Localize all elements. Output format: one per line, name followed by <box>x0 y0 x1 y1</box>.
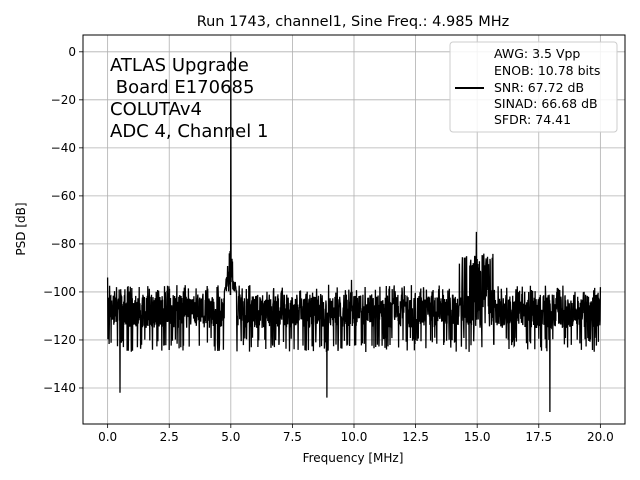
annotation-text: ATLAS Upgrade Board E170685 COLUTAv4 ADC… <box>110 55 268 142</box>
legend-line: ENOB: 10.78 bits <box>494 63 600 78</box>
x-tick-label: 12.5 <box>402 430 429 444</box>
annotation-line: ADC 4, Channel 1 <box>110 121 268 142</box>
annotation-line: ATLAS Upgrade <box>110 55 249 76</box>
y-tick-label: −40 <box>51 141 76 155</box>
legend-box <box>449 41 618 133</box>
psd-trace-line <box>106 51 602 413</box>
x-tick-label: 2.5 <box>160 430 179 444</box>
y-tick-label: −140 <box>43 381 76 395</box>
y-tick-label: −120 <box>43 333 76 347</box>
x-tick-label: 20.0 <box>587 430 614 444</box>
y-axis-ticks: 0 −20 −40 −60 −80 −100 −120 −140 <box>43 45 83 395</box>
y-tick-label: −20 <box>51 93 76 107</box>
x-tick-label: 10.0 <box>341 430 368 444</box>
legend-line: SINAD: 66.68 dB <box>494 96 598 111</box>
x-tick-label: 0.0 <box>98 430 117 444</box>
x-tick-label: 5.0 <box>221 430 240 444</box>
legend-line: SNR: 67.72 dB <box>494 80 584 95</box>
chart-title: Run 1743, channel1, Sine Freq.: 4.985 MH… <box>197 14 510 30</box>
legend-line: SFDR: 74.41 <box>494 112 571 127</box>
plot-area <box>106 51 602 413</box>
legend-line: AWG: 3.5 Vpp <box>494 46 580 61</box>
annotation-line: Board E170685 <box>110 77 254 98</box>
legend: AWG: 3.5 Vpp ENOB: 10.78 bits SNR: 67.72… <box>449 41 618 133</box>
x-axis-label: Frequency [MHz] <box>303 451 404 465</box>
x-tick-label: 7.5 <box>283 430 302 444</box>
y-tick-label: −80 <box>51 237 76 251</box>
y-tick-label: −100 <box>43 285 76 299</box>
x-tick-label: 17.5 <box>525 430 552 444</box>
x-axis-ticks: 0.0 2.5 5.0 7.5 10.0 12.5 15.0 17.5 20.0 <box>98 424 614 444</box>
x-tick-label: 15.0 <box>464 430 491 444</box>
y-axis-label: PSD [dB] <box>14 202 28 255</box>
y-tick-label: 0 <box>68 45 76 59</box>
annotation-line: COLUTAv4 <box>110 99 202 120</box>
y-tick-label: −60 <box>51 189 76 203</box>
